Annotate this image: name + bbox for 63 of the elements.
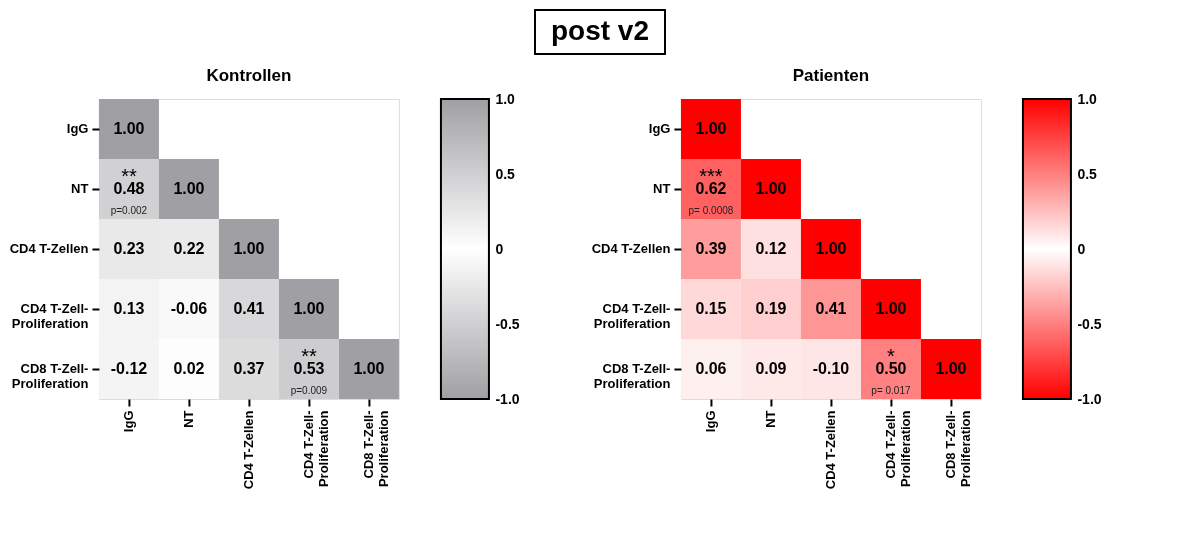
x-tick-label: CD4 T-Zellen xyxy=(240,410,256,490)
y-tick-label: CD4 T-Zell- Proliferation xyxy=(593,301,671,331)
color-bar-label: 1.0 xyxy=(1077,90,1098,107)
x-tick-label: CD4 T-Zell- Proliferation xyxy=(300,410,331,488)
text: post v2 xyxy=(550,15,650,46)
data-label: 0.19 xyxy=(755,300,787,317)
data-label: 1.00 xyxy=(815,240,847,257)
data-label: 0.15 xyxy=(695,300,727,317)
data-label: 1.00 xyxy=(233,240,265,257)
data-label: 0.39 xyxy=(695,240,727,257)
text: * 0.50 p= 0.017 xyxy=(871,345,911,396)
x-tick-label: IgG xyxy=(702,410,718,433)
chart-title: Kontrollen xyxy=(206,66,292,85)
text: ** 0.53 p=0.009 xyxy=(290,345,328,396)
data-label: 1.00 xyxy=(875,300,907,317)
data-label: 0.41 xyxy=(815,300,847,317)
data-label: -0.10 xyxy=(812,360,850,377)
data-label: 1.00 xyxy=(695,120,727,137)
y-tick-label: NT xyxy=(653,181,671,196)
y-tick-label: CD4 T-Zell- Proliferation xyxy=(11,301,89,331)
x-tick-label: CD8 T-Zell- Proliferation xyxy=(360,410,391,488)
data-label: 0.23 xyxy=(113,240,145,257)
data-label: 0.41 xyxy=(233,300,265,317)
data-label: -0.12 xyxy=(110,360,148,377)
color-bar-label: -0.5 xyxy=(1077,315,1102,332)
y-tick-label: CD8 T-Zell- Proliferation xyxy=(11,361,89,391)
data-label: 0.02 xyxy=(173,360,205,377)
color-bar-label: 1.0 xyxy=(495,90,516,107)
text: ** 0.48 p=0.002 xyxy=(110,165,148,216)
data-label: 0.06 xyxy=(695,360,727,377)
color-bar-label: 0 xyxy=(1077,240,1086,257)
text: *** 0.62 p= 0.0008 xyxy=(688,165,734,216)
data-label: 0.09 xyxy=(755,360,787,377)
y-tick-label: IgG xyxy=(66,121,89,136)
data-label: 1.00 xyxy=(173,180,205,197)
x-tick-label: CD4 T-Zellen xyxy=(822,410,838,490)
data-label: 0.12 xyxy=(755,240,787,257)
color-bar-label: 0.5 xyxy=(1077,165,1098,182)
x-tick-label: CD4 T-Zell- Proliferation xyxy=(882,410,913,488)
color-bar-label: -1.0 xyxy=(1077,390,1102,407)
y-tick-label: CD8 T-Zell- Proliferation xyxy=(593,361,671,391)
data-label: -0.06 xyxy=(170,300,208,317)
y-tick-label: CD4 T-Zellen xyxy=(9,241,89,256)
data-label: 0.37 xyxy=(233,360,265,377)
data-label: 1.00 xyxy=(935,360,967,377)
y-tick-label: NT xyxy=(71,181,89,196)
y-tick-label: CD4 T-Zellen xyxy=(591,241,671,256)
x-tick-label: NT xyxy=(180,410,196,428)
color-bar-label: -1.0 xyxy=(495,390,520,407)
data-label: 1.00 xyxy=(755,180,787,197)
data-label: 0.13 xyxy=(113,300,145,317)
data-label: 1.00 xyxy=(113,120,145,137)
data-label: 1.00 xyxy=(293,300,325,317)
color-bar-label: -0.5 xyxy=(495,315,520,332)
data-label: 1.00 xyxy=(353,360,385,377)
x-tick-label: NT xyxy=(762,410,778,428)
x-tick-label: IgG xyxy=(120,410,136,433)
color-bar-label: 0.5 xyxy=(495,165,516,182)
y-tick-label: IgG xyxy=(648,121,671,136)
chart-title: Patienten xyxy=(792,66,870,85)
color-bar-label: 0 xyxy=(495,240,504,257)
data-label: 0.22 xyxy=(173,240,205,257)
x-tick-label: CD8 T-Zell- Proliferation xyxy=(942,410,973,488)
